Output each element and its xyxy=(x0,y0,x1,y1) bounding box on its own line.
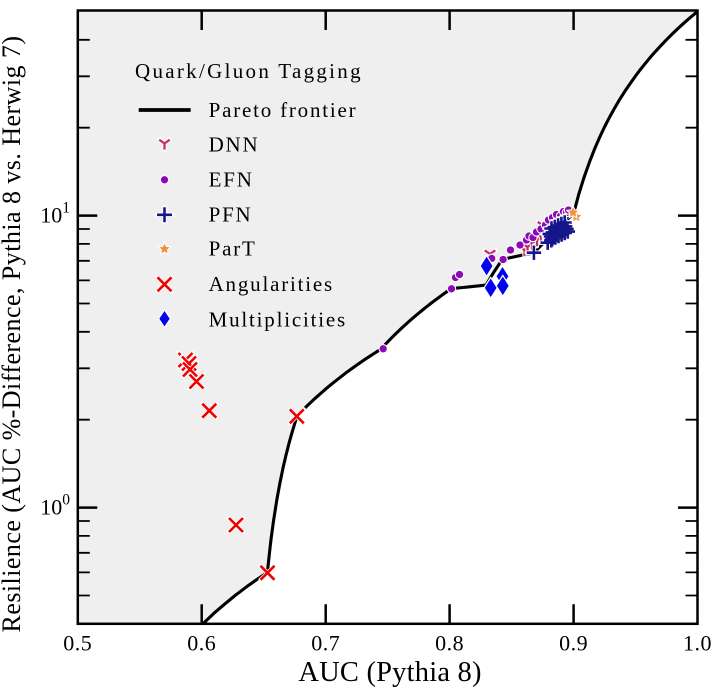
svg-text:EFN: EFN xyxy=(209,168,254,192)
svg-text:DNN: DNN xyxy=(209,133,260,157)
svg-text:Multiplicities: Multiplicities xyxy=(209,308,347,332)
svg-text:100: 100 xyxy=(40,492,70,520)
svg-text:1.0: 1.0 xyxy=(683,631,712,656)
svg-text:PFN: PFN xyxy=(209,203,253,227)
svg-text:0.8: 0.8 xyxy=(435,631,464,656)
svg-text:0.9: 0.9 xyxy=(559,631,588,656)
svg-text:AUC (Pythia 8): AUC (Pythia 8) xyxy=(298,657,481,688)
svg-text:ParT: ParT xyxy=(209,237,257,261)
svg-text:0.7: 0.7 xyxy=(311,631,340,656)
svg-text:Quark/Gluon Tagging: Quark/Gluon Tagging xyxy=(135,59,363,83)
svg-text:0.6: 0.6 xyxy=(187,631,216,656)
svg-text:Angularities: Angularities xyxy=(209,272,334,296)
svg-text:0.5: 0.5 xyxy=(63,631,92,656)
svg-text:Pareto frontier: Pareto frontier xyxy=(209,98,358,122)
svg-text:101: 101 xyxy=(40,200,70,228)
svg-text:Resilience (AUC %-Difference,: Resilience (AUC %-Difference, Pythia 8 v… xyxy=(0,36,26,633)
